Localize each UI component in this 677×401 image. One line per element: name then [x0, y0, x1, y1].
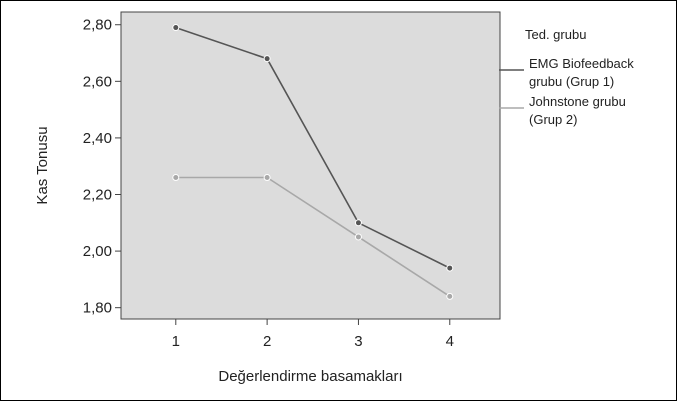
legend-title: Ted. grubu [525, 27, 586, 42]
series-1-point [354, 219, 362, 227]
series-1-point [446, 264, 454, 272]
legend-entry-1-line: grubu (Grup 1) [529, 74, 614, 89]
y-axis-label: Kas Tonusu [34, 126, 51, 204]
legend-entry-2-line: (Grup 2) [529, 112, 577, 127]
x-tick-label: 1 [172, 333, 180, 350]
series-1-point [263, 55, 271, 63]
y-tick-label: 2,20 [83, 187, 112, 204]
series-2-point [263, 174, 271, 182]
x-tick-label: 4 [446, 333, 454, 350]
x-tick-label: 2 [263, 333, 271, 350]
y-axis: 1,80 2,00 2,20 2,40 2,60 2,80 [83, 17, 121, 317]
y-tick-label: 1,80 [83, 300, 112, 317]
legend-entry-1-line: EMG Biofeedback [529, 56, 634, 71]
series-2-point [446, 292, 454, 300]
y-tick-label: 2,80 [83, 17, 112, 34]
legend: Ted. grubu EMG Biofeedback grubu (Grup 1)… [499, 27, 634, 127]
series-1-point [172, 24, 180, 32]
plot-area [120, 11, 501, 320]
series-2-point [172, 174, 180, 182]
series-line-1 [175, 26, 451, 269]
y-tick-label: 2,00 [83, 243, 112, 260]
x-axis-label: Değerlendirme basamakları [218, 368, 402, 385]
x-tick-label: 3 [354, 333, 362, 350]
legend-entry-2-line: Johnstone grubu [529, 94, 626, 109]
series-line-2 [175, 176, 451, 298]
y-tick-label: 2,60 [83, 73, 112, 90]
y-tick-label: 2,40 [83, 130, 112, 147]
series-2-point [354, 233, 362, 241]
x-axis: 1 2 3 4 [172, 319, 454, 350]
series-layer [172, 24, 454, 300]
